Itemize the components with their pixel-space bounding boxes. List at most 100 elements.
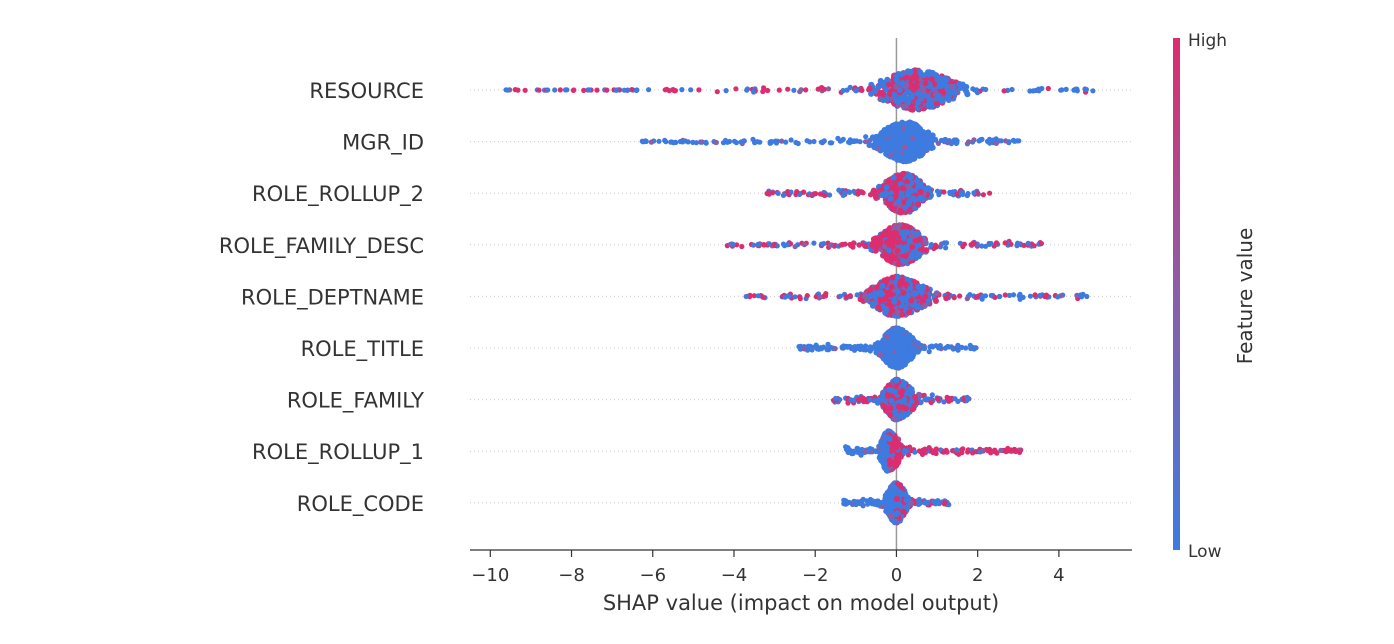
shap-point: [883, 276, 890, 283]
shap-point: [901, 342, 908, 348]
shap-point: [997, 293, 1003, 300]
shap-point: [1058, 87, 1064, 93]
shap-point: [928, 399, 934, 406]
shap-point: [909, 244, 916, 250]
shap-point: [750, 242, 757, 248]
shap-point: [1027, 88, 1033, 94]
shap-point: [971, 137, 977, 143]
shap-point: [898, 71, 905, 78]
shap-point: [688, 87, 694, 93]
shap-point: [883, 307, 890, 314]
shap-point: [894, 273, 901, 280]
shap-point: [1002, 292, 1008, 298]
shap-point: [751, 293, 757, 299]
feature-row: [724, 222, 1044, 268]
shap-point: [926, 69, 933, 76]
shap-point: [919, 134, 926, 141]
shap-point: [1021, 242, 1027, 248]
shap-point: [998, 447, 1004, 453]
shap-point: [888, 397, 895, 404]
shap-point: [906, 139, 913, 146]
shap-point: [882, 142, 889, 149]
shap-point: [662, 137, 668, 143]
shap-point: [907, 336, 913, 343]
shap-point: [908, 104, 915, 110]
shap-point: [919, 298, 926, 304]
shap-point: [1014, 138, 1020, 144]
shap-point: [867, 397, 873, 403]
feature-row: [830, 376, 972, 423]
shap-point: [1013, 448, 1019, 455]
shap-point: [512, 87, 518, 93]
shap-point: [900, 382, 907, 389]
shap-point: [892, 410, 899, 417]
shap-point: [744, 86, 751, 92]
shap-point: [891, 298, 898, 305]
shap-point: [883, 230, 890, 237]
shap-point: [945, 93, 952, 100]
shap-point: [925, 129, 932, 136]
shap-point: [851, 397, 857, 403]
shap-point: [775, 138, 781, 144]
shap-point: [786, 293, 792, 299]
shap-point: [827, 242, 834, 248]
shap-point: [954, 191, 960, 197]
shap-point: [832, 346, 838, 352]
shap-point: [891, 415, 898, 422]
shap-point: [885, 247, 892, 254]
shap-point: [856, 450, 863, 456]
shap-point: [1083, 86, 1089, 93]
shap-point: [909, 344, 916, 351]
shap-point: [888, 307, 895, 314]
shap-point: [899, 230, 905, 237]
shap-point: [954, 447, 960, 453]
shap-point: [743, 293, 749, 300]
shap-point: [755, 293, 761, 299]
shap-point: [776, 87, 782, 93]
shap-point: [738, 139, 744, 145]
shap-point: [970, 450, 976, 456]
shap-point: [730, 241, 736, 247]
shap-point: [911, 121, 918, 128]
shap-point: [586, 87, 592, 93]
shap-point: [1090, 88, 1096, 94]
shap-point: [788, 137, 794, 143]
shap-point: [880, 337, 887, 344]
shap-point: [703, 140, 709, 146]
shap-point: [920, 284, 927, 291]
shap-point: [765, 190, 772, 196]
shap-point: [545, 87, 551, 93]
shap-point: [867, 293, 874, 300]
shap-point: [933, 290, 940, 297]
shap-point: [895, 198, 902, 205]
shap-point: [941, 189, 947, 195]
shap-point: [929, 392, 935, 398]
shap-point: [1002, 448, 1009, 454]
shap-point: [879, 282, 886, 289]
shap-point: [880, 390, 887, 397]
shap-point: [873, 238, 879, 245]
shap-point: [926, 349, 932, 355]
shap-point: [805, 343, 811, 349]
shap-point: [960, 243, 966, 250]
shap-point: [892, 279, 899, 286]
shap-point: [917, 399, 924, 406]
shap-point: [906, 237, 913, 244]
shap-point: [872, 193, 879, 200]
shap-point: [693, 140, 700, 146]
shap-point: [906, 206, 913, 213]
shap-point: [1008, 448, 1014, 454]
shap-point: [1006, 292, 1013, 298]
shap-point: [899, 137, 906, 144]
shap-point: [1032, 292, 1038, 298]
shap-point: [942, 76, 949, 83]
shap-point: [875, 304, 882, 311]
shap-point: [879, 191, 886, 198]
shap-point: [1017, 296, 1023, 302]
shap-point: [594, 87, 600, 93]
shap-point: [886, 386, 893, 393]
shap-point: [974, 90, 981, 96]
shap-point: [933, 446, 939, 452]
shap-point: [922, 239, 929, 245]
shap-point: [838, 242, 844, 248]
